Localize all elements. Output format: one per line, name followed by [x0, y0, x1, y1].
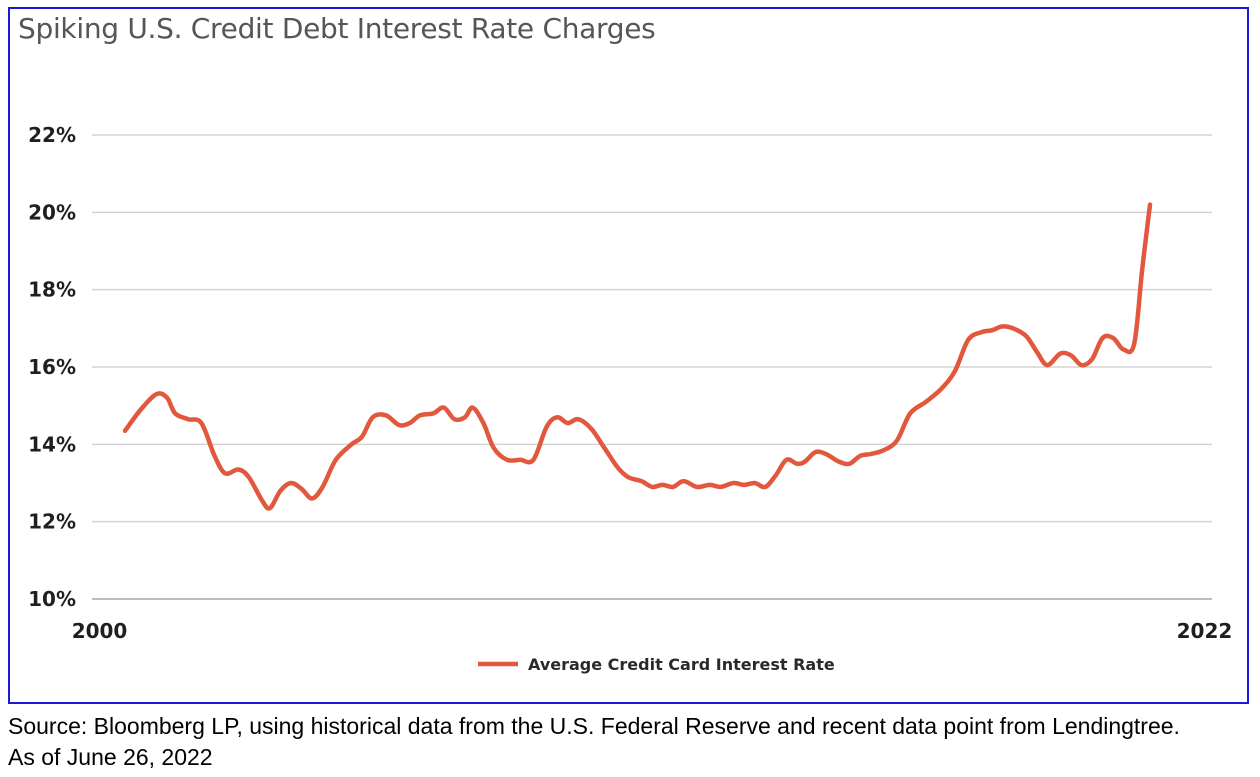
x-axis-ticks: 2000 2022	[72, 619, 1233, 643]
source-line: Source: Bloomberg LP, using historical d…	[8, 713, 1180, 739]
legend: Average Credit Card Interest Rate	[478, 655, 835, 674]
grid-lines	[92, 134, 1212, 600]
y-axis-ticks: 10% 12% 14% 16% 18% 20% 22%	[28, 123, 76, 611]
y-tick-label: 20%	[28, 200, 76, 224]
y-tick-label: 14%	[28, 432, 76, 456]
y-tick-label: 16%	[28, 355, 76, 379]
x-tick-label: 2022	[1177, 619, 1233, 643]
y-tick-label: 18%	[28, 278, 76, 302]
source-note: Source: Bloomberg LP, using historical d…	[8, 711, 1258, 773]
x-tick-label: 2000	[72, 619, 128, 643]
as-of-line: As of June 26, 2022	[8, 744, 213, 770]
y-tick-label: 22%	[28, 123, 76, 147]
chart-frame	[8, 7, 1249, 704]
y-tick-label: 10%	[28, 587, 76, 611]
series-line-average-credit-card-interest-rate	[122, 202, 1153, 511]
y-tick-label: 12%	[28, 510, 76, 534]
legend-label: Average Credit Card Interest Rate	[528, 655, 835, 674]
chart-title: Spiking U.S. Credit Debt Interest Rate C…	[18, 12, 656, 45]
line-chart: 10% 12% 14% 16% 18% 20% 22% 2000 2022 Average C…	[28, 123, 1233, 674]
